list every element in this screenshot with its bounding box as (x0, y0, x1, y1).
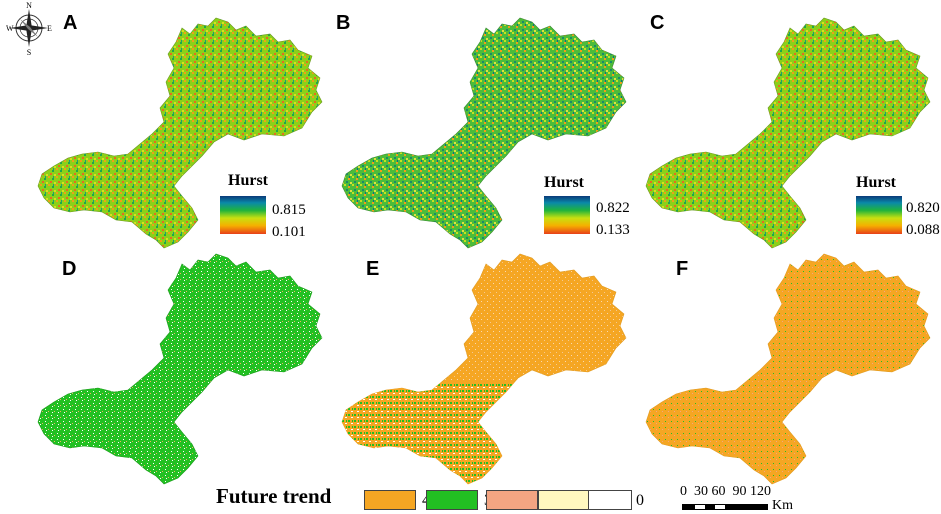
map-e (341, 253, 627, 485)
trend-swatch-3 (426, 490, 478, 510)
hurst-colorbar (220, 196, 266, 234)
hurst-max: 0.820 (906, 200, 940, 216)
future-trend-title: Future trend (216, 484, 332, 508)
scale-bar-ticks: 0 30 60 90 120 (680, 484, 771, 499)
hurst-max: 0.822 (596, 200, 630, 216)
hurst-min: 0.133 (596, 222, 630, 238)
hurst-legend-title: Hurst (228, 172, 268, 189)
panel-label-f: F (676, 258, 689, 280)
hurst-colorbar (856, 196, 902, 234)
panel-label-c: C (650, 12, 665, 34)
hurst-legend-a: Hurst 0.815 0.101 (220, 172, 320, 244)
compass-rose: N S W E (4, 0, 54, 57)
compass-e: E (47, 24, 52, 33)
hurst-min: 0.088 (906, 222, 940, 238)
map-d (37, 253, 323, 485)
scale-bar: 0 30 60 90 120 Km (676, 484, 816, 513)
hurst-max: 0.815 (272, 202, 306, 218)
hurst-legend-c: Hurst 0.820 0.088 (856, 174, 940, 246)
scale-bar-graphic (682, 504, 768, 510)
trend-swatch-4 (364, 490, 416, 510)
panel-label-b: B (336, 12, 351, 34)
trend-swatch-0 (588, 490, 632, 510)
compass-w: W (6, 24, 14, 33)
trend-swatch-2 (486, 490, 538, 510)
trend-label-0: 0 (636, 492, 644, 509)
panel-label-e: E (366, 258, 380, 280)
trend-swatch-1 (538, 490, 590, 510)
panel-label-d: D (62, 258, 77, 280)
compass-n: N (26, 1, 32, 10)
compass-s: S (27, 48, 31, 56)
hurst-min: 0.101 (272, 224, 306, 240)
panel-label-a: A (63, 12, 78, 34)
hurst-colorbar (544, 196, 590, 234)
hurst-legend-title: Hurst (856, 174, 896, 191)
hurst-legend-title: Hurst (544, 174, 584, 191)
compass-icon: N S W E (6, 1, 52, 57)
scale-bar-unit: Km (772, 498, 793, 513)
future-trend-legend: 4 3 2 1 0 (364, 490, 644, 512)
hurst-legend-b: Hurst 0.822 0.133 (544, 174, 644, 246)
map-f (645, 253, 931, 485)
